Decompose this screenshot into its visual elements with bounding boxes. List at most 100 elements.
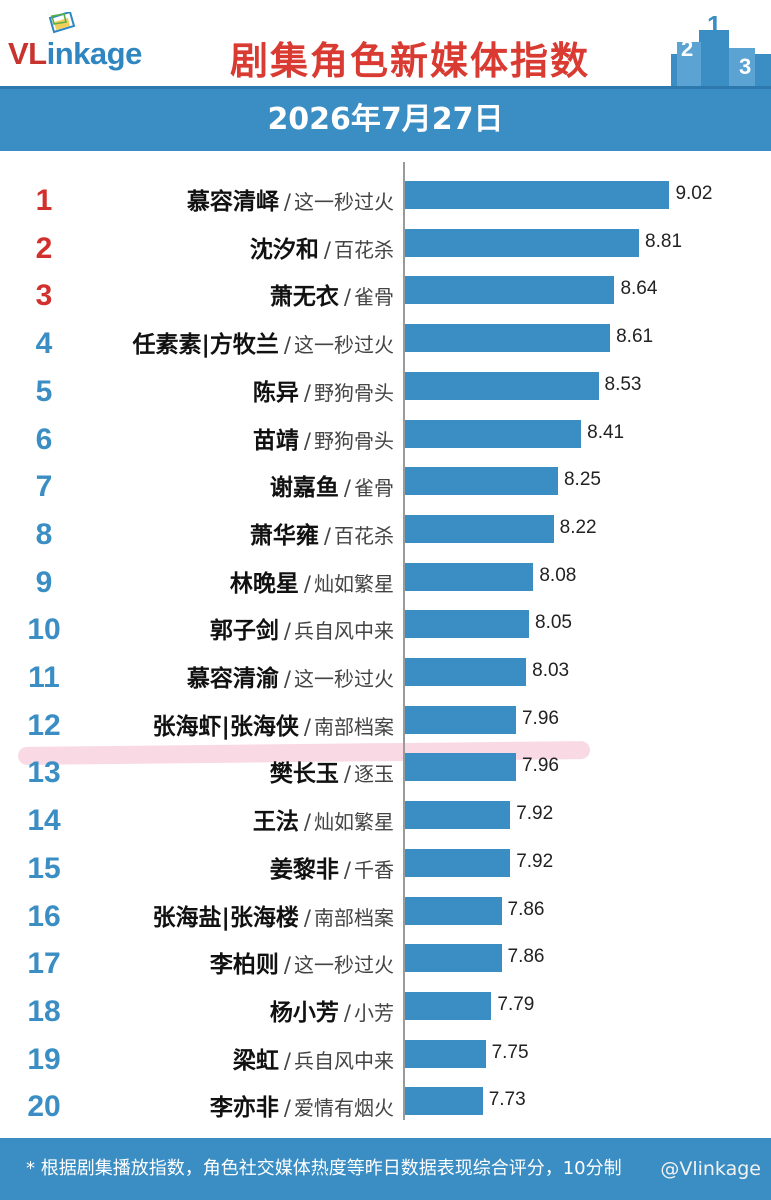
value-label: 8.22 <box>559 516 597 538</box>
drama-name: 逐玉 <box>354 762 394 787</box>
podium-icon: 2 1 3 <box>671 10 771 86</box>
rank-label: 20 <box>27 1090 61 1124</box>
character-name: 郭子剑 <box>209 618 279 645</box>
bar <box>405 848 511 877</box>
drama-name: 这一秒过火 <box>294 667 394 691</box>
rank-label: 17 <box>27 947 61 981</box>
bar <box>405 1087 483 1116</box>
separator: / <box>303 714 311 739</box>
separator: / <box>303 571 311 596</box>
value-label: 7.86 <box>507 946 545 968</box>
bar <box>405 801 511 830</box>
category-label: 慕容清峄 / 这一秒过火 <box>187 182 394 216</box>
chart-row: 9 林晚星 / 灿如繁星 8.08 <box>0 552 771 600</box>
value-label: 7.86 <box>507 898 545 920</box>
bar <box>405 514 554 543</box>
chart-row: 13 樊长玉 / 逐玉 7.96 <box>0 742 771 790</box>
separator: / <box>303 428 311 453</box>
drama-name: 野狗骨头 <box>314 428 394 453</box>
category-label: 李亦非 / 爱情有烟火 <box>210 1088 394 1122</box>
watermark: @Vlinkage <box>660 1158 761 1180</box>
bar <box>405 228 640 257</box>
category-label: 萧华雍 / 百花杀 <box>250 516 394 550</box>
header: VLinkage 剧集角色新媒体指数 2 1 3 <box>0 0 771 86</box>
character-name: 李亦非 <box>209 1095 279 1122</box>
character-name: 慕容清渝 <box>186 666 279 692</box>
separator: / <box>283 619 291 644</box>
drama-name: 千香 <box>354 857 394 882</box>
value-label: 8.81 <box>645 230 683 252</box>
drama-name: 雀骨 <box>354 285 394 310</box>
separator: / <box>283 667 291 691</box>
category-label: 任素素|方牧兰 / 这一秒过火 <box>133 325 394 359</box>
character-name: 姜黎非 <box>269 856 339 883</box>
logo-mark-icon <box>48 12 76 34</box>
chart-row: 16 张海盐|张海楼 / 南部档案 7.86 <box>0 886 771 934</box>
chart-row: 10 郭子剑 / 兵自风中来 8.05 <box>0 599 771 647</box>
separator: / <box>303 380 311 405</box>
category-label: 慕容清渝 / 这一秒过火 <box>187 659 394 693</box>
value-label: 8.05 <box>535 612 572 634</box>
bar <box>405 562 534 591</box>
svg-text:1: 1 <box>707 10 721 40</box>
chart-row: 4 任素素|方牧兰 / 这一秒过火 8.61 <box>0 313 771 361</box>
chart-row: 12 张海虾|张海侠 / 南部档案 7.96 <box>0 695 771 743</box>
category-label: 梁虹 / 兵自风中来 <box>233 1041 394 1075</box>
logo-vl: VL <box>8 36 47 71</box>
chart-row: 15 姜黎非 / 千香 7.92 <box>0 838 771 886</box>
value-label: 8.41 <box>587 421 625 443</box>
chart-row: 8 萧华雍 / 百花杀 8.22 <box>0 504 771 552</box>
character-name: 杨小芳 <box>269 999 339 1026</box>
category-label: 萧无衣 / 雀骨 <box>270 277 394 311</box>
date-banner: 2026年7月27日 <box>0 86 771 151</box>
category-label: 杨小芳 / 小芳 <box>270 993 394 1027</box>
rank-label: 15 <box>27 851 61 885</box>
character-name: 任素素|方牧兰 <box>132 332 279 359</box>
drama-name: 小芳 <box>354 1000 394 1025</box>
category-label: 苗靖 / 野狗骨头 <box>253 421 394 455</box>
bar <box>405 896 502 925</box>
bar <box>405 753 516 782</box>
bar <box>405 419 582 448</box>
separator: / <box>283 1096 291 1121</box>
chart-row: 3 萧无衣 / 雀骨 8.64 <box>0 265 771 313</box>
separator: / <box>283 953 291 978</box>
bar <box>405 1039 486 1068</box>
chart-row: 17 李柏则 / 这一秒过火 7.86 <box>0 933 771 981</box>
character-name: 慕容清峄 <box>186 189 279 215</box>
value-label: 9.02 <box>675 183 713 204</box>
category-label: 李柏则 / 这一秒过火 <box>210 945 394 979</box>
bar <box>405 276 615 305</box>
bar <box>405 371 599 400</box>
character-name: 梁虹 <box>232 1047 279 1074</box>
chart-row: 18 杨小芳 / 小芳 7.79 <box>0 981 771 1029</box>
value-label: 7.96 <box>521 755 559 777</box>
drama-name: 兵自风中来 <box>294 1048 394 1073</box>
separator: / <box>323 523 331 548</box>
bar <box>405 991 492 1020</box>
character-name: 苗靖 <box>252 427 299 454</box>
category-label: 张海盐|张海楼 / 南部档案 <box>153 898 394 932</box>
rank-label: 14 <box>27 804 61 838</box>
drama-name: 兵自风中来 <box>294 619 394 644</box>
rank-label: 2 <box>35 231 53 265</box>
rank-label: 10 <box>27 613 61 647</box>
bar <box>405 610 530 639</box>
separator: / <box>283 1048 291 1073</box>
character-name: 谢嘉鱼 <box>269 475 339 502</box>
character-name: 陈异 <box>252 379 299 406</box>
logo-rest: inkage <box>46 36 143 71</box>
drama-name: 百花杀 <box>334 523 394 548</box>
rank-label: 13 <box>27 756 61 790</box>
bar <box>405 944 502 973</box>
chart-title: 剧集角色新媒体指数 <box>230 39 591 83</box>
value-label: 8.64 <box>620 278 658 300</box>
value-label: 7.92 <box>516 803 554 825</box>
drama-name: 野狗骨头 <box>314 380 394 405</box>
category-label: 张海虾|张海侠 / 南部档案 <box>153 707 394 741</box>
character-name: 张海盐|张海楼 <box>152 904 299 931</box>
value-label: 8.61 <box>616 326 654 348</box>
separator: / <box>303 905 311 930</box>
separator: / <box>343 762 351 787</box>
value-label: 8.08 <box>539 564 577 586</box>
